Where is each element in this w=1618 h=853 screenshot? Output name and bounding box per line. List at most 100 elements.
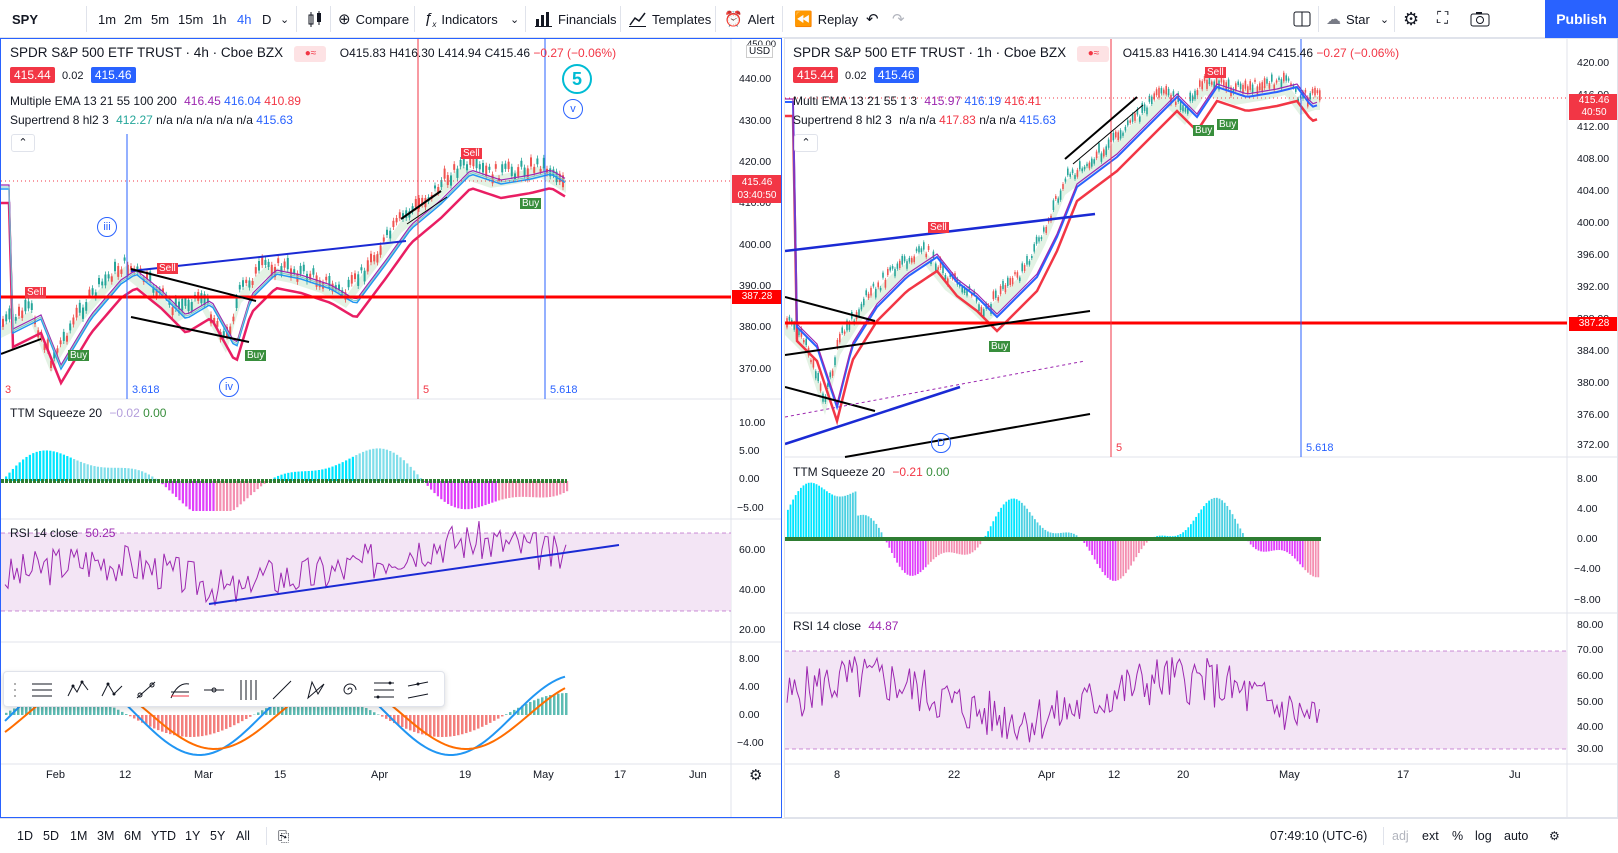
interval-4h[interactable]: 4h <box>237 0 251 38</box>
horizontal-ray-icon[interactable] <box>202 678 226 702</box>
ttm-bar <box>1091 539 1093 555</box>
percent-toggle[interactable]: % <box>1452 819 1463 853</box>
alert-button[interactable]: ⏰Alert <box>724 0 774 38</box>
fib-retracement-icon[interactable] <box>372 678 396 702</box>
pattern-tool-icon[interactable] <box>304 678 328 702</box>
star-button[interactable]: ☁Star⌄ <box>1326 0 1389 38</box>
log-label: log <box>1475 829 1492 843</box>
currency-label[interactable]: USD <box>746 45 773 58</box>
clock-display[interactable]: 07:49:10 (UTC-6) <box>1270 819 1367 853</box>
range-all[interactable]: All <box>236 819 250 853</box>
interval-d[interactable]: D <box>262 0 271 38</box>
layout-button[interactable] <box>1293 0 1311 38</box>
ttm-bar <box>1216 498 1218 539</box>
ema-fast-line <box>785 84 1317 404</box>
adj-toggle[interactable]: adj <box>1392 819 1409 853</box>
range-5d[interactable]: 5D <box>43 819 59 853</box>
range-1m[interactable]: 1M <box>70 819 87 853</box>
chart-settings-button[interactable]: ⚙ <box>749 766 762 784</box>
interval-15m[interactable]: 15m <box>178 0 203 38</box>
parallel-channel-icon[interactable] <box>406 678 430 702</box>
range-label: 1D <box>17 829 33 843</box>
ttm-bar <box>899 539 901 567</box>
candle-body <box>76 308 78 318</box>
ttm-bar <box>1297 539 1299 561</box>
compare-button[interactable]: ⊕Compare <box>338 0 409 38</box>
ohlc-low: L414.94 <box>1221 46 1264 60</box>
ask-badge[interactable]: 415.46 <box>874 67 919 83</box>
interval-1h[interactable]: 1h <box>212 0 226 38</box>
eye-toggle-icon[interactable]: ●≈ <box>1077 46 1109 62</box>
ttm-bar <box>1099 539 1101 568</box>
bid-badge[interactable]: 415.44 <box>10 67 55 83</box>
candle-body <box>312 268 314 274</box>
rsi-legend: RSI 14 close 44.87 <box>793 619 898 633</box>
redo-button[interactable]: ↷ <box>892 0 905 38</box>
abc-wave-icon[interactable] <box>100 678 124 702</box>
eye-toggle-icon[interactable]: ●≈ <box>294 46 326 62</box>
range-1d[interactable]: 1D <box>17 819 33 853</box>
spiral-icon[interactable] <box>338 678 362 702</box>
macd-hist <box>185 715 188 737</box>
redo-icon: ↷ <box>892 10 905 28</box>
trendline-icon[interactable] <box>134 678 158 702</box>
collapse-legend-button[interactable]: ⌃ <box>794 134 818 152</box>
undo-button[interactable]: ↶ <box>866 0 879 38</box>
range-1y[interactable]: 1Y <box>185 819 200 853</box>
ttm-bar <box>498 481 500 500</box>
ext-toggle[interactable]: ext <box>1422 819 1439 853</box>
ttm-bar <box>862 515 864 539</box>
log-toggle[interactable]: log <box>1475 819 1492 853</box>
line-tool-icon[interactable] <box>270 678 294 702</box>
financials-button[interactable]: Financials <box>535 0 617 38</box>
right-chart-canvas[interactable] <box>785 39 1618 818</box>
candle-body <box>1055 196 1057 199</box>
settings-button[interactable]: ⚙ <box>1403 0 1419 38</box>
range-ytd[interactable]: YTD <box>151 819 176 853</box>
chart-type-button[interactable] <box>306 0 324 38</box>
candle-body <box>1276 80 1278 82</box>
price-axis-label: 408.00 <box>1577 153 1609 165</box>
bid-badge[interactable]: 415.44 <box>793 67 838 83</box>
replay-button[interactable]: ⏪Replay <box>794 0 858 38</box>
elliott-wave-icon[interactable] <box>66 678 90 702</box>
ttm-bar <box>956 539 958 554</box>
ttm-bar <box>953 539 955 553</box>
range-3m[interactable]: 3M <box>97 819 114 853</box>
rewind-icon: ⏪ <box>794 10 813 28</box>
range-5y[interactable]: 5Y <box>210 819 225 853</box>
ttm-bar <box>399 457 401 481</box>
symbol-search[interactable]: SPY <box>12 0 38 38</box>
snapshot-button[interactable] <box>1470 0 1490 38</box>
settings-button[interactable]: ⚙ <box>1549 819 1560 853</box>
macd-hist <box>361 706 364 715</box>
horizontal-lines-icon[interactable] <box>30 678 54 702</box>
macd-hist <box>497 715 500 719</box>
ask-badge[interactable]: 415.46 <box>91 67 136 83</box>
macd-hist <box>229 715 232 727</box>
candle-body <box>789 317 791 321</box>
ttm-bar <box>894 539 896 558</box>
templates-button[interactable]: Templates <box>629 0 711 38</box>
interval-2m[interactable]: 2m <box>124 0 142 38</box>
right-chart-pane[interactable]: SPDR S&P 500 ETF TRUST · 1h · Cboe BZX ●… <box>784 38 1618 818</box>
candle-body <box>1156 89 1158 95</box>
vertical-lines-icon[interactable] <box>236 678 260 702</box>
candle-body <box>453 164 455 170</box>
goto-date-button[interactable]: ⎘ <box>278 819 289 853</box>
interval-dropdown-icon[interactable]: ⌄ <box>280 0 289 38</box>
range-6m[interactable]: 6M <box>124 819 141 853</box>
collapse-legend-button[interactable]: ⌃ <box>11 134 35 152</box>
interval-5m[interactable]: 5m <box>151 0 169 38</box>
fib-curve-icon[interactable] <box>168 678 192 702</box>
auto-toggle[interactable]: auto <box>1504 819 1528 853</box>
indicators-dropdown-icon[interactable]: ⌄ <box>510 0 519 38</box>
publish-button[interactable]: Publish <box>1545 0 1618 38</box>
candle-body <box>264 260 266 265</box>
supertrend-label: Supertrend 8 hl2 3 <box>793 113 892 127</box>
candle-body <box>1199 80 1201 86</box>
fullscreen-button[interactable]: ⛶ <box>1437 0 1448 38</box>
rsi-band <box>785 651 1567 749</box>
interval-1m[interactable]: 1m <box>98 0 116 38</box>
